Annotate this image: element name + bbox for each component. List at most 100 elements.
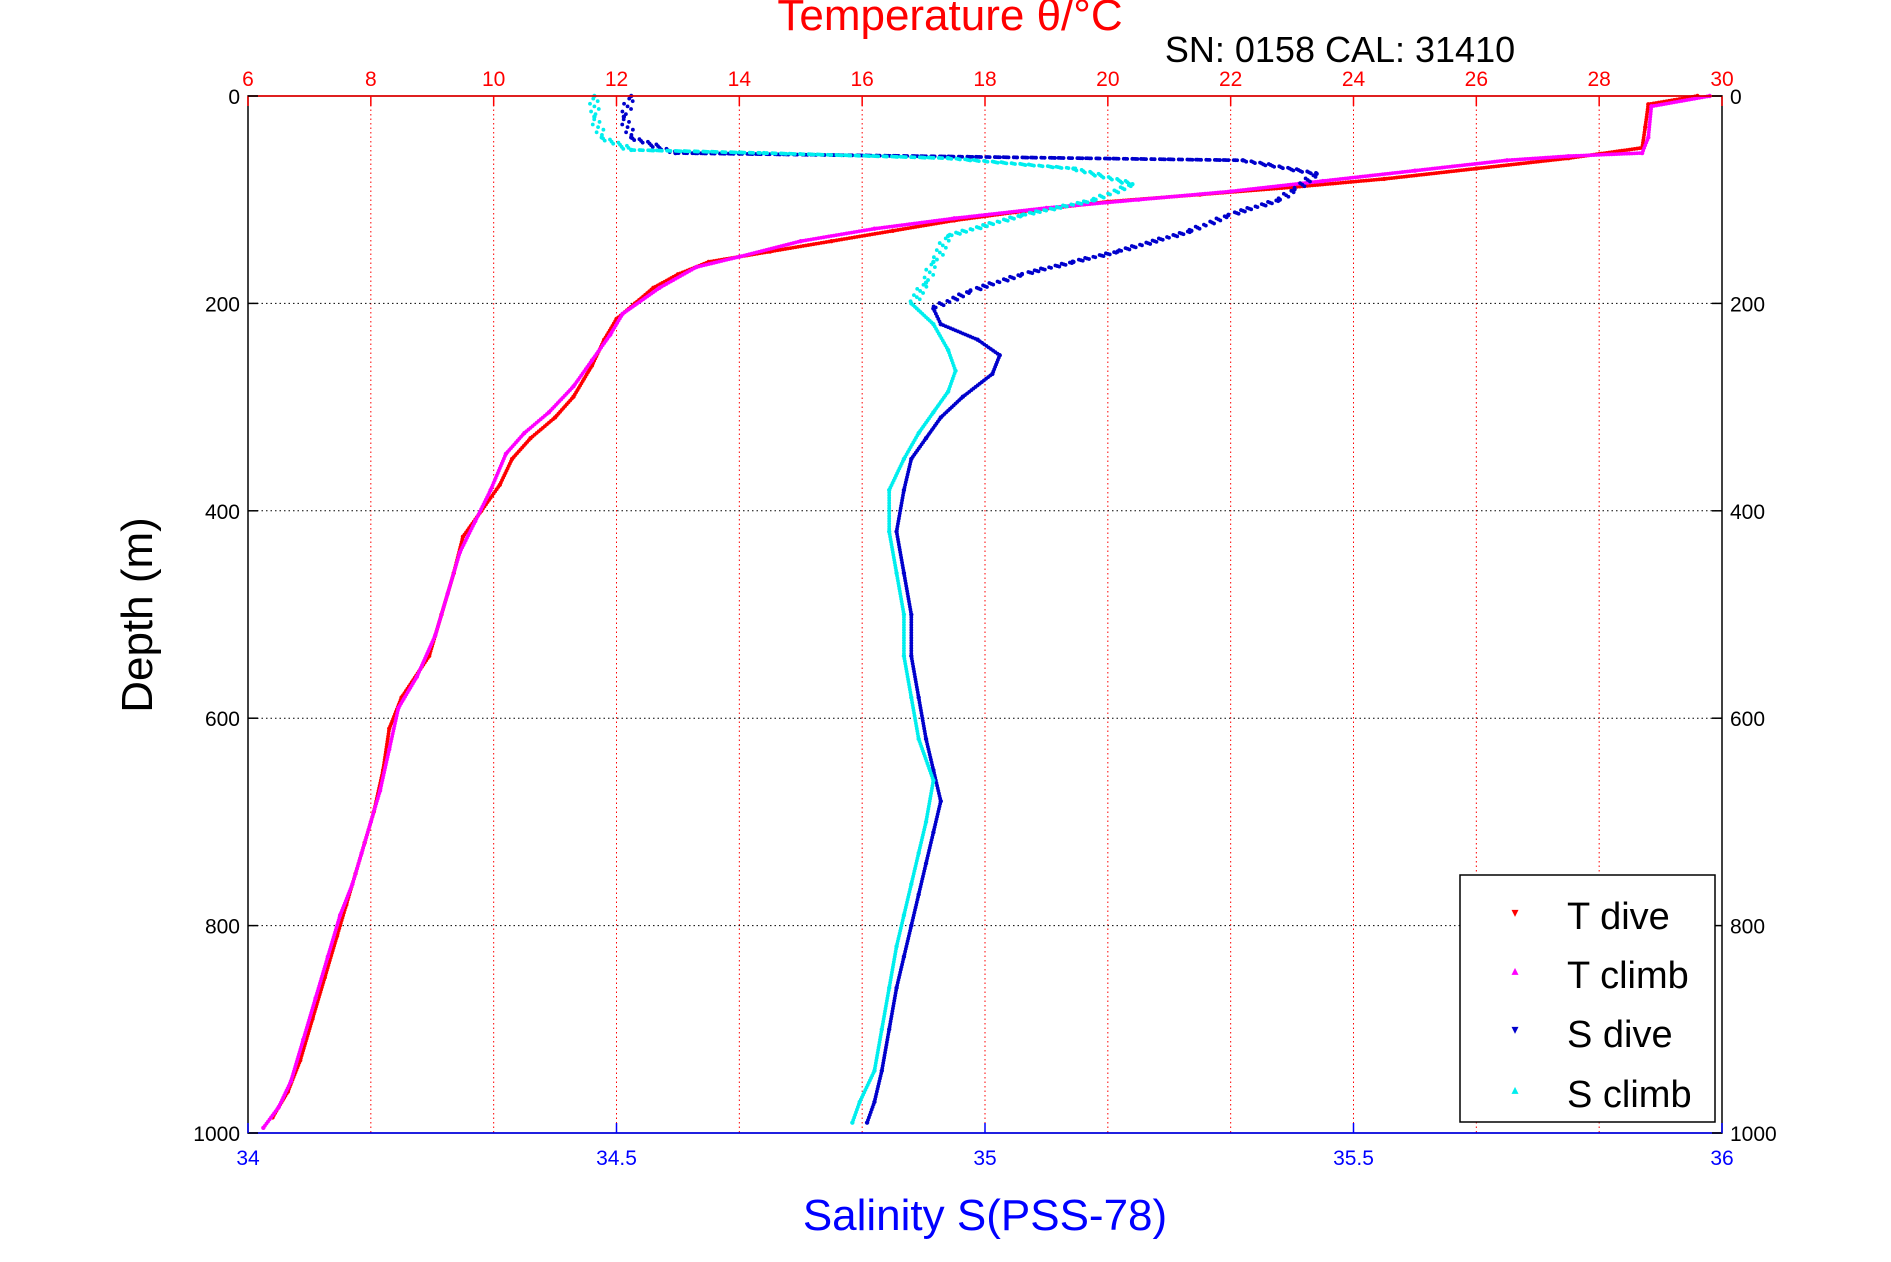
data-point [592, 104, 597, 109]
data-point [632, 138, 637, 142]
data-point [733, 150, 738, 155]
tick-label-depth-right: 600 [1730, 708, 1765, 731]
data-point [1190, 157, 1195, 162]
data-point [261, 1125, 266, 1131]
data-point [668, 149, 673, 153]
data-point [1004, 161, 1009, 166]
data-point [630, 127, 635, 132]
serial-annotation: SN: 0158 CAL: 31410 [1165, 29, 1515, 70]
data-point [1207, 158, 1212, 162]
tick-label-temperature: 26 [1465, 68, 1488, 91]
data-point [1114, 250, 1118, 255]
data-point [629, 107, 633, 111]
data-point [1079, 201, 1084, 206]
data-point [1051, 165, 1055, 170]
data-point [857, 153, 861, 158]
series-t-climb [261, 93, 1712, 1131]
data-point [1108, 156, 1112, 161]
tick-label-depth-left: 200 [205, 293, 240, 316]
legend-marker-t-dive: ▾ [1511, 904, 1518, 920]
tick-label-temperature: 28 [1587, 68, 1610, 91]
data-point [922, 275, 927, 280]
legend-label-s-climb: S climb [1567, 1074, 1692, 1116]
data-point [941, 252, 945, 257]
data-point [1127, 247, 1132, 252]
data-point [594, 130, 599, 135]
data-point [1013, 162, 1017, 166]
data-point [940, 156, 945, 161]
tick-label-depth-left: 600 [205, 708, 240, 731]
data-point [1197, 226, 1202, 231]
data-point [1005, 218, 1010, 223]
data-point [792, 152, 797, 156]
data-point [1140, 243, 1144, 248]
data-point [839, 153, 844, 158]
data-point [848, 153, 853, 158]
data-point [1242, 209, 1247, 214]
data-point [627, 120, 631, 124]
data-point [625, 125, 630, 130]
data-point [1212, 221, 1216, 226]
data-point [1171, 157, 1176, 162]
tick-label-salinity: 35 [973, 1147, 996, 1170]
data-point [1082, 170, 1087, 175]
data-point [931, 255, 936, 260]
data-point [912, 155, 917, 160]
data-point [1044, 208, 1049, 213]
y-axis-label: Depth (m) [113, 517, 162, 713]
data-point [935, 257, 939, 262]
legend: ▾ T dive ▴ T climb ▾ S dive ▴ S climb [1459, 874, 1716, 1123]
data-point [1148, 242, 1153, 246]
data-point [1313, 174, 1318, 179]
data-point [1093, 255, 1098, 260]
data-point [924, 267, 929, 272]
data-point [1122, 187, 1127, 192]
data-point [949, 233, 954, 238]
x-axis-label: Salinity S(PSS-78) [803, 1191, 1167, 1240]
data-point [1263, 163, 1268, 168]
data-point [946, 238, 951, 243]
data-point [998, 155, 1002, 160]
data-point [1006, 155, 1011, 160]
tick-label-temperature: 12 [605, 68, 628, 91]
legend-label-s-dive: S dive [1567, 1014, 1673, 1056]
data-point [1107, 252, 1112, 257]
data-point [829, 153, 834, 157]
data-point [1101, 254, 1106, 259]
data-point [1018, 274, 1023, 278]
data-point [1085, 200, 1090, 205]
data-point [1180, 157, 1185, 162]
data-point [1110, 177, 1114, 182]
data-point [1036, 269, 1041, 274]
data-point [1030, 271, 1035, 276]
data-point [1286, 194, 1291, 199]
data-point [1034, 155, 1038, 160]
data-point [801, 152, 806, 157]
data-point [1093, 173, 1097, 178]
tick-label-temperature: 20 [1096, 68, 1119, 91]
data-point [1069, 261, 1074, 266]
data-point [1049, 265, 1053, 270]
data-point [1108, 192, 1112, 197]
data-point [678, 149, 683, 154]
data-point [1291, 168, 1296, 173]
data-point [1005, 278, 1010, 283]
data-point [927, 270, 932, 275]
data-point [715, 150, 719, 154]
data-point [1167, 235, 1171, 240]
data-point [934, 248, 939, 253]
data-point [961, 294, 966, 299]
data-point [1042, 155, 1047, 160]
data-point [955, 297, 960, 302]
data-point [876, 154, 881, 159]
data-point [1235, 158, 1240, 163]
data-point [1023, 163, 1028, 167]
tick-label-salinity: 34.5 [596, 1147, 637, 1170]
data-point [923, 155, 927, 160]
data-point [751, 150, 755, 155]
data-point [915, 286, 920, 291]
data-point [758, 151, 762, 155]
data-point [1061, 156, 1066, 160]
tick-label-salinity: 35.5 [1333, 1147, 1374, 1170]
